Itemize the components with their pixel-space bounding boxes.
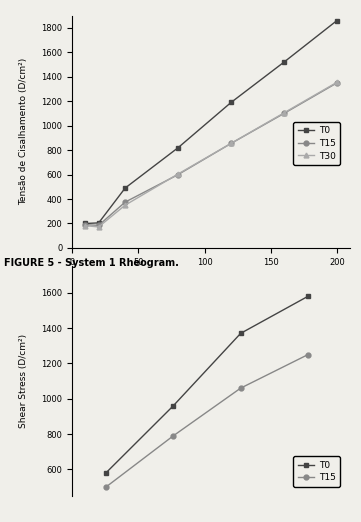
T0 (171, 402, 175, 409)
T0 (123, 185, 127, 191)
Legend: T0, T15, T30: T0, T15, T30 (293, 122, 340, 165)
Line: T0: T0 (83, 18, 339, 226)
T15 (83, 221, 88, 228)
T0 (282, 59, 286, 65)
T15 (282, 110, 286, 116)
Text: FIGURE 5 - System 1 Rheogram.: FIGURE 5 - System 1 Rheogram. (4, 258, 178, 268)
T0 (229, 99, 233, 105)
T15 (176, 171, 180, 177)
T30 (282, 110, 286, 116)
T0 (83, 220, 88, 227)
Legend: T0, T15: T0, T15 (293, 456, 340, 487)
T30 (96, 224, 101, 230)
T0 (176, 145, 180, 151)
T30 (335, 79, 339, 86)
T0 (306, 293, 310, 300)
Line: T0: T0 (104, 294, 310, 476)
T15 (96, 222, 101, 229)
X-axis label: Taxa de Cisalhamento (1/sec): Taxa de Cisalhamento (1/sec) (131, 271, 292, 281)
T15 (123, 199, 127, 205)
T15 (229, 140, 233, 147)
T15 (104, 484, 108, 490)
T0 (104, 470, 108, 476)
T15 (171, 433, 175, 439)
T30 (176, 171, 180, 177)
T30 (123, 202, 127, 208)
Line: T15: T15 (104, 352, 310, 490)
T30 (229, 140, 233, 147)
T30 (83, 222, 88, 229)
Line: T15: T15 (83, 80, 339, 228)
T0 (239, 330, 243, 337)
T15 (306, 351, 310, 358)
Y-axis label: Tensão de Cisalhamento (D/cm²): Tensão de Cisalhamento (D/cm²) (19, 58, 28, 206)
Line: T30: T30 (83, 80, 339, 229)
T0 (96, 220, 101, 226)
T15 (335, 80, 339, 86)
T15 (239, 385, 243, 392)
Y-axis label: Shear Stress (D/cm²): Shear Stress (D/cm²) (19, 334, 28, 428)
T0 (335, 17, 339, 23)
